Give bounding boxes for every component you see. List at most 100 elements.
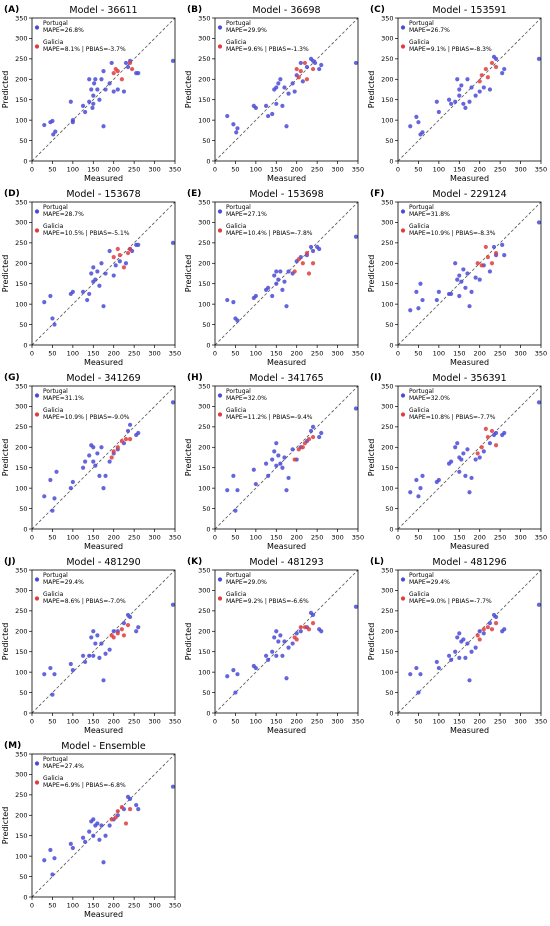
data-point: [52, 496, 57, 501]
legend-label: Galicia: [43, 775, 64, 782]
data-point: [111, 449, 116, 454]
data-point: [483, 66, 488, 72]
data-point: [136, 807, 141, 812]
series-portugal: [225, 234, 359, 323]
x-tick-label: 150: [87, 534, 99, 542]
data-point: [493, 443, 499, 448]
data-point: [473, 645, 478, 650]
data-point: [274, 463, 279, 468]
data-point: [310, 424, 316, 429]
data-point: [235, 488, 240, 493]
legend-label: Portugal: [226, 20, 251, 27]
y-axis-label: Predicted: [1, 71, 10, 109]
legend-marker-galicia: [400, 596, 406, 601]
y-tick-label: 200: [15, 76, 27, 84]
x-tick-label: 0: [30, 350, 34, 358]
y-tick-label: 250: [15, 607, 27, 615]
data-point: [95, 87, 100, 92]
data-point: [50, 118, 55, 124]
series-portugal: [42, 58, 176, 137]
legend-label: Portugal: [226, 388, 251, 395]
y-tick-label: 0: [206, 525, 210, 533]
y-tick-label: 50: [19, 873, 27, 881]
data-point: [136, 242, 141, 247]
y-tick-label: 300: [15, 587, 27, 595]
y-tick-label: 0: [389, 157, 393, 165]
data-point: [449, 101, 454, 106]
data-point: [446, 97, 452, 102]
legend-metrics: MAPE=32.0%: [226, 395, 267, 402]
data-point: [121, 621, 127, 626]
data-point: [489, 261, 495, 266]
data-point: [97, 97, 102, 102]
y-tick-label: 300: [381, 219, 393, 227]
data-point: [52, 856, 57, 861]
data-point: [353, 406, 359, 411]
data-point: [111, 273, 116, 278]
data-point: [270, 111, 275, 117]
x-tick-label: 200: [291, 718, 303, 726]
y-tick-label: 0: [389, 709, 393, 717]
data-point: [296, 447, 301, 452]
data-point: [119, 77, 124, 82]
axes-frame: [214, 569, 359, 714]
x-axis-label: Measured: [267, 358, 306, 367]
data-point: [481, 627, 486, 632]
legend-metrics: MAPE=11.2% | PBIAS=-9.4%: [226, 414, 313, 421]
x-tick-label: 100: [433, 718, 445, 726]
y-tick-label: 50: [202, 689, 210, 697]
y-tick-label: 0: [23, 341, 27, 349]
series-galicia: [292, 621, 316, 642]
x-tick-label: 100: [67, 350, 79, 358]
x-tick-label: 350: [169, 534, 181, 542]
data-point: [408, 124, 413, 129]
y-tick-label: 200: [381, 444, 393, 452]
series-galicia: [111, 246, 133, 270]
data-point: [284, 676, 289, 681]
data-point: [477, 79, 482, 84]
data-point: [306, 437, 312, 442]
x-tick-label: 100: [433, 534, 445, 542]
data-point: [493, 56, 499, 61]
y-tick-label: 250: [15, 423, 27, 431]
y-tick-label: 350: [198, 382, 210, 390]
data-point: [87, 653, 92, 658]
y-tick-label: 50: [19, 689, 27, 697]
data-point: [115, 445, 120, 450]
y-tick-label: 200: [381, 76, 393, 84]
data-point: [455, 277, 460, 282]
x-tick-label: 50: [231, 534, 239, 542]
x-tick-label: 350: [535, 718, 547, 726]
data-point: [465, 271, 470, 276]
x-tick-label: 0: [213, 718, 217, 726]
x-tick-label: 50: [231, 718, 239, 726]
panel-j: (J) Model - 481290 0 50 100 150 200 250 300 350 0 5…: [1, 557, 181, 735]
data-point: [134, 802, 139, 808]
series-portugal: [42, 240, 176, 327]
y-tick-label: 350: [15, 14, 27, 22]
data-point: [475, 451, 480, 456]
data-point: [52, 322, 57, 327]
data-point: [97, 655, 102, 660]
data-point: [278, 269, 283, 274]
data-point: [276, 277, 281, 282]
y-tick-label: 350: [198, 566, 210, 574]
legend-metrics: MAPE=8.6% | PBIAS=-7.0%: [43, 598, 126, 605]
y-axis-label: Predicted: [184, 439, 193, 477]
legend-marker-galicia: [217, 412, 223, 417]
y-tick-label: 350: [198, 198, 210, 206]
y-tick-label: 200: [15, 260, 27, 268]
y-tick-label: 150: [15, 464, 27, 472]
x-tick-label: 150: [453, 534, 465, 542]
data-point: [457, 655, 462, 660]
x-tick-label: 200: [474, 534, 486, 542]
data-point: [99, 823, 104, 828]
data-point: [536, 56, 542, 61]
legend-label: Portugal: [409, 20, 434, 27]
data-point: [253, 293, 258, 299]
x-tick-label: 50: [414, 166, 422, 174]
data-point: [123, 261, 129, 266]
panel-title: Model - 356391: [432, 373, 506, 384]
